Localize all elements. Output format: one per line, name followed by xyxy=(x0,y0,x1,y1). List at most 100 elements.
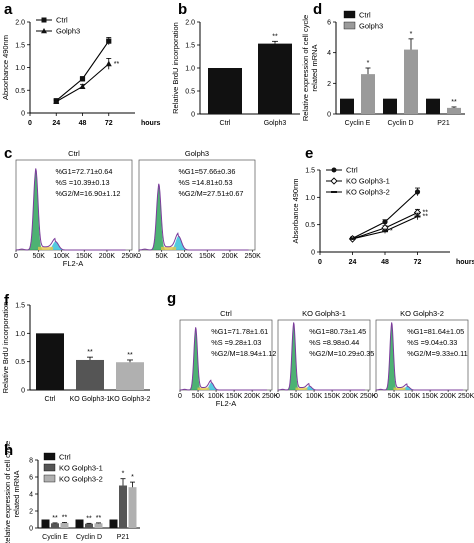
phase-percentage: %G2/M=10.29±0.35 xyxy=(309,349,374,358)
s-phase-area xyxy=(197,387,210,390)
bar xyxy=(383,98,397,114)
data-point xyxy=(105,60,112,67)
legend-marker xyxy=(331,167,337,173)
category-label: Cyclin D xyxy=(76,534,102,541)
x-tick-label: 250K xyxy=(122,253,139,260)
bar xyxy=(426,98,440,114)
x-tick-label: 50K xyxy=(290,393,303,400)
panel-b-bar-chart: 0 0.5 1.0 1.5 2.0 Ctrl Golph3 Relative BrdU inc… xyxy=(171,20,300,127)
data-point xyxy=(414,215,421,218)
x-tick-label: 0 xyxy=(14,253,18,260)
panel-label-d: d xyxy=(313,1,322,18)
x-tick-label: 72 xyxy=(414,259,422,266)
y-tick-label: 8 xyxy=(29,458,33,465)
panel-label-f: f xyxy=(4,292,10,309)
category-label: P21 xyxy=(117,534,130,541)
legend-label: Golph3 xyxy=(56,27,80,36)
x-tick-label: 250K xyxy=(245,253,262,260)
y-axis-label: Relative expression of cell cyclerelated… xyxy=(3,441,21,543)
legend-label: Golph3 xyxy=(359,22,383,31)
phase-percentage: %G1=57.66±0.36 xyxy=(178,167,235,176)
bar xyxy=(76,359,104,390)
y-tick-label: 2.0 xyxy=(15,20,25,27)
bar xyxy=(94,523,103,528)
data-point xyxy=(79,76,86,82)
significance-mark: ** xyxy=(62,514,68,521)
significance-mark: ** xyxy=(272,33,278,40)
y-tick-label: 0.5 xyxy=(15,359,25,366)
x-tick-label: 200K xyxy=(440,393,457,400)
y-tick-label: 1.5 xyxy=(15,303,25,310)
y-tick-label: 1.5 xyxy=(305,168,315,175)
legend-label: Ctrl xyxy=(59,453,71,462)
phase-percentage: %G2/M=18.94±1.12 xyxy=(211,349,276,358)
y-tick-label: 1.0 xyxy=(15,331,25,338)
y-tick-label: 1.5 xyxy=(185,43,195,50)
category-label: Golph3 xyxy=(264,120,287,127)
significance-mark: ** xyxy=(52,515,58,522)
legend-marker xyxy=(331,191,337,193)
bar xyxy=(41,519,50,528)
significance-mark: ** xyxy=(127,352,133,359)
x-unit-label: hours xyxy=(141,120,161,127)
histogram-x-axis-label: FL2-A xyxy=(63,259,83,268)
data-point xyxy=(79,83,86,90)
histogram-title: Golph3 xyxy=(185,149,209,158)
y-tick-label: 0 xyxy=(21,111,25,118)
x-tick-label: 0 xyxy=(374,393,378,400)
bar xyxy=(447,107,461,114)
y-axis-label-line: related mRNA xyxy=(12,470,21,517)
legend-swatch xyxy=(43,474,56,483)
phase-percentage: %G1=80.73±1.45 xyxy=(309,327,366,336)
panel-g-flow-histogram-3: KO Golph3-2 %G1=81.64±1.05 %S =9.04±0.33 %G… xyxy=(374,309,474,400)
x-tick-label: 150K xyxy=(76,253,93,260)
x-tick-label: 100K xyxy=(306,393,323,400)
significance-mark: ** xyxy=(451,99,457,106)
significance-mark: ** xyxy=(423,210,429,217)
bar xyxy=(109,519,118,528)
bar xyxy=(208,68,242,114)
y-tick-label: 0 xyxy=(311,250,315,257)
legend-swatch xyxy=(43,452,56,461)
legend-label: KO Golph3-2 xyxy=(59,475,103,484)
legend-label: Ctrl xyxy=(56,16,68,25)
x-tick-label: 50K xyxy=(388,393,401,400)
x-tick-label: 0 xyxy=(178,393,182,400)
x-tick-label: 50K xyxy=(33,253,46,260)
legend-marker xyxy=(330,177,338,185)
legend-label: KO Golph3-1 xyxy=(346,177,390,186)
x-tick-label: 0 xyxy=(276,393,280,400)
legend-marker xyxy=(41,17,47,23)
bar xyxy=(75,519,84,528)
bar xyxy=(258,43,292,115)
y-tick-label: 4 xyxy=(29,492,33,499)
panel-f-bar-chart: 0 0.5 1.0 1.5 Ctrl KO Golph3-1 KO Golph3-2 Rela… xyxy=(1,302,151,403)
y-axis-label: Relative BrdU incorporation xyxy=(171,22,180,114)
legend-swatch xyxy=(343,10,356,19)
category-label: P21 xyxy=(437,120,450,127)
significance-mark: ** xyxy=(114,61,120,68)
phase-percentage: %G1=72.71±0.64 xyxy=(55,167,112,176)
data-point xyxy=(349,237,356,240)
panel-a-line-chart: 0 0.5 1.0 1.5 2.0 0 24 48 72 hours Absorbance 490n… xyxy=(1,16,161,127)
significance-mark: ** xyxy=(423,213,429,220)
y-axis-label: Relative BrdU incorporation xyxy=(1,302,10,394)
phase-percentage: %G1=71.78±1.61 xyxy=(211,327,268,336)
phase-percentage: %S =14.81±0.53 xyxy=(178,178,232,187)
panel-c-flow-histogram-2: Golph3 %G1=57.66±0.36 %S =14.81±0.53 %G2/M=… xyxy=(137,149,261,260)
y-tick-label: 0 xyxy=(21,388,25,395)
g2m-peak-area xyxy=(170,236,187,250)
phase-percentage: %S =8.98±0.44 xyxy=(309,338,359,347)
phase-percentage: %S =10.39±0.13 xyxy=(55,178,109,187)
data-point xyxy=(106,38,112,44)
y-tick-label: 0.5 xyxy=(15,88,25,95)
x-tick-label: 24 xyxy=(52,120,60,127)
phase-percentage: %G2/M=9.33±0.11 xyxy=(407,349,467,358)
bar xyxy=(404,49,418,114)
significance-mark: ** xyxy=(86,515,92,522)
category-label: Cyclin D xyxy=(387,120,413,127)
bar xyxy=(361,74,375,114)
y-tick-label: 1.0 xyxy=(305,195,315,202)
